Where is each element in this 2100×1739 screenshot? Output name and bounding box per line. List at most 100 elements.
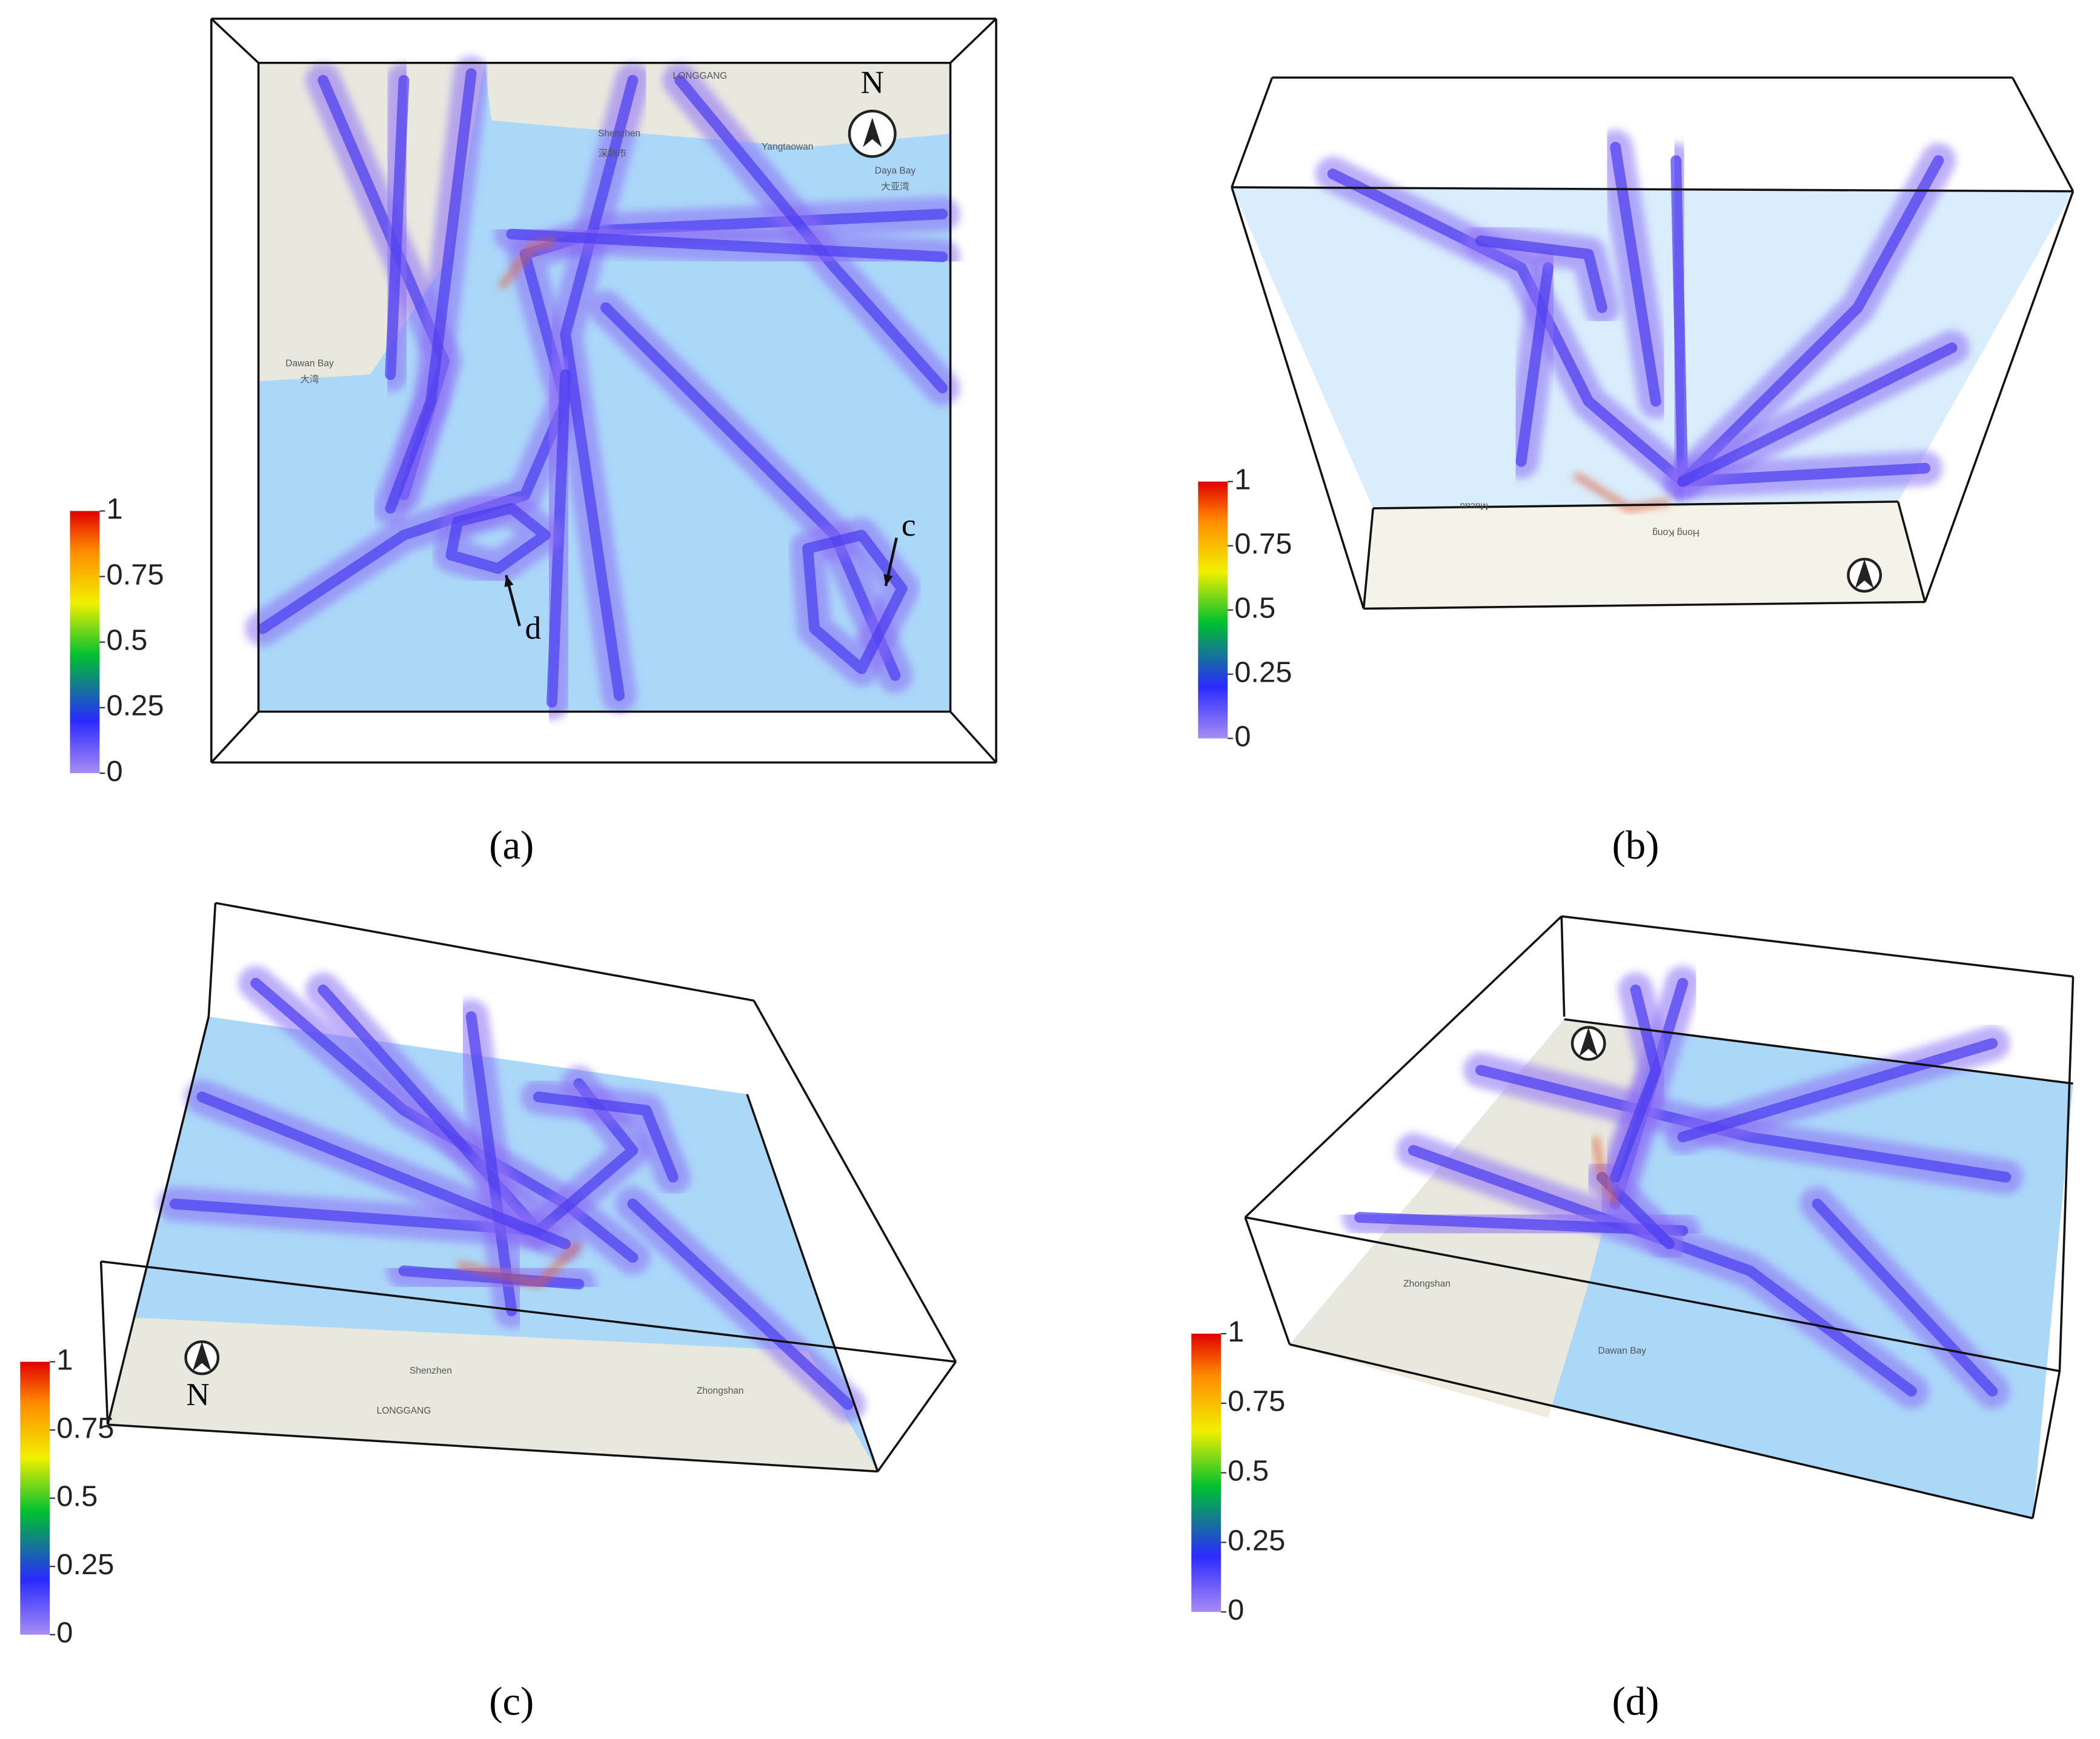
- density-core: [1677, 1038, 1998, 1143]
- panel: Macau Hong Kong 0 0.25 0.5 0.75 1 (b): [1198, 76, 2075, 868]
- panel-caption: (c): [489, 1680, 534, 1724]
- colorbar-tick-label: 0.5: [56, 1480, 98, 1513]
- box-edge: [1231, 77, 1274, 188]
- colorbar: [20, 1362, 50, 1635]
- colorbar: [1191, 1334, 1221, 1612]
- box-edge: [107, 1016, 210, 1425]
- colorbar-tick-label: 0.25: [107, 690, 164, 722]
- colorbar-tick-label: 0.75: [1228, 1385, 1285, 1418]
- box-edge: [1244, 1216, 2060, 1372]
- box-edge: [1897, 501, 1926, 602]
- box-edge: [1363, 600, 1926, 610]
- annotation: d: [525, 611, 541, 646]
- box-edge: [877, 1361, 957, 1472]
- density-core: [398, 1265, 585, 1290]
- colorbar-tick-label: 0.25: [1228, 1524, 1285, 1557]
- density-core: [445, 503, 551, 574]
- box-edge: [1362, 508, 1375, 609]
- colorbar-tick-label: 0.5: [107, 624, 148, 657]
- map-label: LONGGANG: [377, 1406, 431, 1416]
- colorbar-tick-label: 0.75: [56, 1412, 114, 1445]
- box-edge: [1924, 191, 2075, 603]
- colorbar-tick-label: 0.5: [1228, 1455, 1269, 1488]
- compass-needle: [192, 1342, 211, 1371]
- map-label: Shenzhen: [598, 128, 640, 139]
- box-edge: [1244, 1217, 1291, 1345]
- map-land: [1363, 501, 1926, 609]
- box-edge: [1561, 915, 2073, 978]
- panel: Shenzhen Zhongshan LONGGANG N 0 0.25 0.5 0.75 1 (…: [20, 902, 957, 1724]
- density-core: [385, 68, 477, 514]
- map-label: Dawan Bay: [285, 359, 334, 369]
- density-hotspot: [1592, 1136, 1619, 1206]
- colorbar-tick-label: 0.25: [56, 1548, 114, 1581]
- arrow-head: [883, 574, 893, 586]
- map-label: 大湾: [300, 374, 319, 385]
- box-edge: [215, 902, 754, 1002]
- box-edge: [210, 18, 259, 64]
- colorbar-tick-label: 0.75: [107, 558, 164, 591]
- annotation: c: [902, 508, 916, 543]
- colorbar-tick-label: 0.75: [1234, 528, 1292, 560]
- box-edge: [1289, 1343, 2033, 1520]
- map-label: Yangtaowan: [762, 142, 813, 152]
- colorbar-tick-label: 0.5: [1234, 592, 1275, 625]
- colorbar-tick-label: 0: [56, 1617, 73, 1649]
- panel-caption: (b): [1612, 823, 1660, 868]
- density-core: [802, 530, 908, 674]
- panel-caption: (a): [489, 823, 534, 868]
- colorbar-tick-label: 0: [1228, 1594, 1244, 1626]
- annotation: N: [186, 1377, 210, 1412]
- box-edge: [1231, 186, 2073, 193]
- colorbar: [70, 511, 100, 774]
- density-core: [1610, 984, 1661, 1183]
- colorbar: [1198, 481, 1228, 739]
- panel-caption: (d): [1612, 1680, 1660, 1724]
- colorbar-tick-label: 0: [1234, 720, 1251, 753]
- density-hotspot: [457, 1242, 582, 1288]
- box-edge: [2012, 77, 2075, 192]
- map-label: 深圳市: [599, 148, 627, 159]
- box-edge: [949, 18, 997, 64]
- colorbar-tick-label: 1: [1234, 464, 1251, 496]
- map-label: Zhongshan: [1403, 1279, 1450, 1289]
- compass-needle: [1579, 1027, 1598, 1057]
- density-core: [1677, 155, 1944, 487]
- map-label: Macau: [1460, 500, 1489, 511]
- map-label: Dawan Bay: [1598, 1346, 1647, 1356]
- box-edge: [99, 1261, 109, 1425]
- colorbar-tick-label: 0: [107, 755, 123, 788]
- box-edge: [753, 1000, 957, 1363]
- density-core: [627, 1199, 854, 1410]
- box-edge: [1244, 915, 1563, 1219]
- colorbar-tick-label: 1: [107, 493, 123, 525]
- colorbar-tick-label: 1: [1228, 1315, 1244, 1348]
- box-edge: [1560, 916, 1566, 1017]
- map-label: Daya Bay: [875, 166, 916, 176]
- density-core: [1812, 1199, 1998, 1397]
- map-label: Zhongshan: [697, 1386, 744, 1396]
- density-core: [1475, 1065, 2012, 1183]
- box-edge: [1231, 187, 1365, 610]
- density-core: [385, 75, 410, 380]
- box-edge: [207, 903, 217, 1017]
- colorbar-tick-label: 1: [56, 1343, 73, 1376]
- arrow-head: [504, 575, 514, 587]
- map-label: LONGGANG: [673, 71, 727, 81]
- box-edge: [1564, 1018, 2073, 1085]
- box-edge: [1373, 500, 1898, 510]
- map-label: 大亚湾: [881, 181, 909, 192]
- density-core: [1475, 235, 1607, 313]
- density-core: [1327, 168, 1931, 487]
- map-land: [107, 1317, 878, 1472]
- density-core: [506, 228, 948, 262]
- box-edge: [101, 1260, 956, 1363]
- box-edge: [2058, 976, 2075, 1371]
- box-edge: [949, 711, 997, 763]
- panel: Shenzhen 深圳市 LONGGANG Yangtaowan Daya Bay 大亚湾…: [70, 18, 997, 868]
- density-hotspot: [498, 238, 556, 290]
- density-core: [196, 1091, 571, 1249]
- box-edge: [107, 1423, 878, 1473]
- colorbar-tick-label: 0.25: [1234, 656, 1292, 689]
